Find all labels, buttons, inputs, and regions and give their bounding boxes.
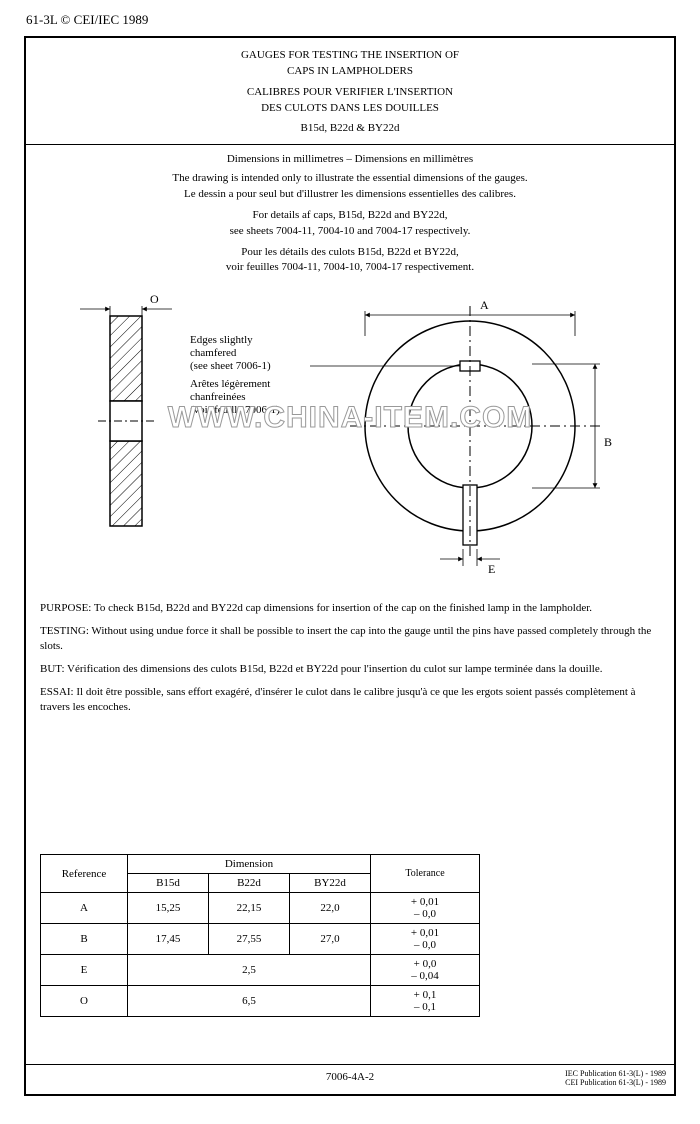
th-tolerance: Tolerance — [371, 855, 480, 893]
detail-notes-en: For details af caps, B15d, B22d and BY22… — [40, 208, 660, 239]
th-dimension: Dimension — [128, 855, 371, 874]
label-B: B — [604, 435, 612, 449]
cell-b22d: 27,55 — [209, 924, 290, 955]
edges-fr-1: Arêtes légèrement — [190, 378, 270, 390]
note-4: see sheets 7004-11, 7004-10 and 7004-17 … — [40, 224, 660, 239]
table-row: A 15,25 22,15 22,0 + 0,01– 0,0 — [41, 893, 480, 924]
cell-b15d: 17,45 — [128, 924, 209, 955]
cell-merged: 2,5 — [128, 955, 371, 986]
note-2: Le dessin a pour seul but d'illustrer le… — [40, 187, 660, 202]
dimensions-header: Dimensions in millimetres – Dimensions e… — [40, 153, 660, 165]
title-en-1: GAUGES FOR TESTING THE INSERTION OF — [34, 48, 666, 63]
chamfer-note: Edges slightly chamfered (see sheet 7006… — [190, 334, 280, 416]
publication-refs: IEC Publication 61-3(L) - 1989 CEI Publi… — [565, 1069, 666, 1087]
edges-fr-2: chanfreinées — [190, 391, 246, 403]
table-row: O 6,5 + 0,1– 0,1 — [41, 986, 480, 1017]
cell-tol: + 0,01– 0,0 — [371, 893, 480, 924]
purpose-fr: BUT: Vérification des dimensions des cul… — [40, 662, 660, 677]
footer-block: 7006-4A-2 IEC Publication 61-3(L) - 1989… — [26, 1065, 674, 1095]
document-id: 61-3L © CEI/IEC 1989 — [26, 12, 680, 28]
technical-diagram: O — [40, 281, 660, 591]
purpose-en: PURPOSE: To check B15d, B22d and BY22d c… — [40, 601, 660, 616]
cell-ref: B — [41, 924, 128, 955]
th-reference: Reference — [41, 855, 128, 893]
cell-by22d: 27,0 — [290, 924, 371, 955]
edges-en-3: (see sheet 7006-1) — [190, 360, 271, 372]
page: 61-3L © CEI/IEC 1989 GAUGES FOR TESTING … — [0, 0, 700, 1124]
edges-fr-3: (voir feuille 7006-1) — [190, 404, 280, 416]
cell-b22d: 22,15 — [209, 893, 290, 924]
title-fr-1: CALIBRES POUR VERIFIER L'INSERTION — [34, 85, 666, 100]
cell-tol: + 0,0– 0,04 — [371, 955, 480, 986]
pub-cei: CEI Publication 61-3(L) - 1989 — [565, 1078, 666, 1087]
title-en-2: CAPS IN LAMPHOLDERS — [34, 64, 666, 79]
title-fr-2: DES CULOTS DANS LES DOUILLES — [34, 101, 666, 116]
note-1: The drawing is intended only to illustra… — [40, 171, 660, 186]
dimensions-table: Reference Dimension Tolerance B15d B22d … — [40, 854, 480, 1017]
table-row: B 17,45 27,55 27,0 + 0,01– 0,0 — [41, 924, 480, 955]
label-E: E — [488, 562, 495, 576]
cell-b15d: 15,25 — [128, 893, 209, 924]
testing-en: TESTING: Without using undue force it sh… — [40, 624, 660, 654]
table-row: E 2,5 + 0,0– 0,04 — [41, 955, 480, 986]
title-block: GAUGES FOR TESTING THE INSERTION OF CAPS… — [26, 38, 674, 145]
detail-notes-fr: Pour les détails des culots B15d, B22d e… — [40, 245, 660, 276]
intro-notes: The drawing is intended only to illustra… — [40, 171, 660, 202]
purpose-text: PURPOSE: To check B15d, B22d and BY22d c… — [40, 601, 660, 714]
body-block: Dimensions in millimetres – Dimensions e… — [26, 145, 674, 1065]
cell-merged: 6,5 — [128, 986, 371, 1017]
cell-ref: O — [41, 986, 128, 1017]
cell-tol: + 0,01– 0,0 — [371, 924, 480, 955]
cell-by22d: 22,0 — [290, 893, 371, 924]
document-frame: GAUGES FOR TESTING THE INSERTION OF CAPS… — [24, 36, 676, 1096]
edges-en-1: Edges slightly — [190, 334, 253, 346]
th-b15d: B15d — [128, 874, 209, 893]
cell-ref: A — [41, 893, 128, 924]
testing-fr: ESSAI: Il doit être possible, sans effor… — [40, 685, 660, 715]
label-O: O — [150, 292, 159, 306]
pub-iec: IEC Publication 61-3(L) - 1989 — [565, 1069, 666, 1078]
note-5: Pour les détails des culots B15d, B22d e… — [40, 245, 660, 260]
th-b22d: B22d — [209, 874, 290, 893]
front-view: A B E — [310, 298, 612, 576]
note-3: For details af caps, B15d, B22d and BY22… — [40, 208, 660, 223]
note-6: voir feuilles 7004-11, 7004-10, 7004-17 … — [40, 260, 660, 275]
cell-tol: + 0,1– 0,1 — [371, 986, 480, 1017]
side-view: O — [80, 292, 172, 526]
th-by22d: BY22d — [290, 874, 371, 893]
title-refs: B15d, B22d & BY22d — [34, 121, 666, 136]
cell-ref: E — [41, 955, 128, 986]
label-A: A — [480, 298, 489, 312]
edges-en-2: chamfered — [190, 347, 237, 359]
